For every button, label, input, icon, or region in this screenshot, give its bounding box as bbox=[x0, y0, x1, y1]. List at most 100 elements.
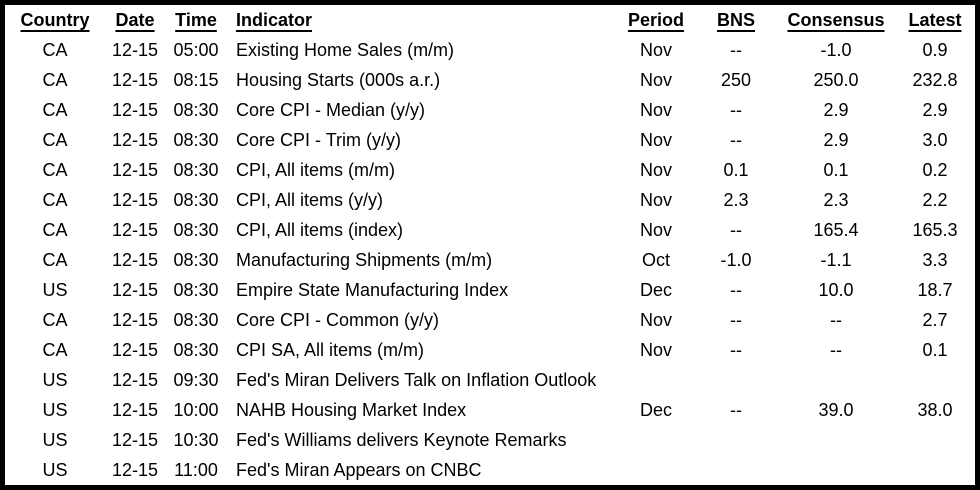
cell-period: Nov bbox=[639, 220, 672, 240]
cell-date: 12-15 bbox=[111, 340, 159, 360]
header-row: Country Date Time Indicator Period BNS Consens… bbox=[5, 5, 975, 35]
cell-bns bbox=[695, 365, 777, 395]
cell-latest: 2.7 bbox=[922, 310, 948, 330]
cell-latest: 165.3 bbox=[912, 220, 958, 240]
cell-date: 12-15 bbox=[111, 40, 159, 60]
cell-time: 08:15 bbox=[173, 70, 219, 90]
cell-time: 10:00 bbox=[173, 400, 219, 420]
table-row: US 12-15 09:30 Fed's Miran Delivers Talk on… bbox=[5, 365, 975, 395]
cell-latest: 3.0 bbox=[922, 130, 948, 150]
cell-period: Oct bbox=[641, 250, 670, 270]
cell-time: 09:30 bbox=[173, 370, 219, 390]
cell-date: 12-15 bbox=[111, 460, 159, 480]
cell-period: Nov bbox=[639, 100, 672, 120]
cell-consensus bbox=[777, 365, 895, 395]
cell-country: CA bbox=[42, 130, 68, 150]
column-header-country: Country bbox=[20, 10, 90, 30]
cell-date: 12-15 bbox=[111, 190, 159, 210]
cell-country: CA bbox=[42, 340, 68, 360]
table-row: CA 12-15 08:30 CPI, All items (y/y) Nov 2.3 2.… bbox=[5, 185, 975, 215]
cell-country: CA bbox=[42, 190, 68, 210]
cell-consensus: 250.0 bbox=[813, 70, 859, 90]
cell-country: CA bbox=[42, 40, 68, 60]
table-row: CA 12-15 08:30 Core CPI - Common (y/y) Nov --… bbox=[5, 305, 975, 335]
cell-latest: 2.2 bbox=[922, 190, 948, 210]
cell-indicator: Core CPI - Trim (y/y) bbox=[236, 130, 401, 150]
cell-time: 08:30 bbox=[173, 130, 219, 150]
cell-consensus: 39.0 bbox=[818, 400, 854, 420]
cell-time: 11:00 bbox=[174, 460, 218, 480]
cell-consensus: 165.4 bbox=[813, 220, 859, 240]
cell-latest: 232.8 bbox=[912, 70, 958, 90]
cell-date: 12-15 bbox=[111, 310, 159, 330]
cell-period: Nov bbox=[639, 310, 672, 330]
cell-date: 12-15 bbox=[111, 280, 159, 300]
cell-period bbox=[617, 425, 695, 455]
cell-consensus: -1.1 bbox=[820, 250, 852, 270]
table-header: Country Date Time Indicator Period BNS Consens… bbox=[5, 5, 975, 35]
cell-period: Nov bbox=[639, 40, 672, 60]
cell-bns bbox=[695, 455, 777, 485]
cell-latest bbox=[895, 455, 975, 485]
cell-indicator: Fed's Miran Appears on CNBC bbox=[236, 460, 482, 480]
table-body: CA 12-15 05:00 Existing Home Sales (m/m) Nov… bbox=[5, 35, 975, 485]
table-row: CA 12-15 08:30 CPI, All items (m/m) Nov 0.1 0.… bbox=[5, 155, 975, 185]
cell-indicator: CPI, All items (index) bbox=[236, 220, 404, 240]
cell-indicator: Fed's Williams delivers Keynote Remarks bbox=[236, 430, 567, 450]
cell-period: Nov bbox=[639, 130, 672, 150]
cell-date: 12-15 bbox=[111, 130, 159, 150]
cell-date: 12-15 bbox=[111, 100, 159, 120]
cell-period: Nov bbox=[639, 340, 672, 360]
table-row: CA 12-15 08:30 CPI SA, All items (m/m) Nov --… bbox=[5, 335, 975, 365]
cell-indicator: Existing Home Sales (m/m) bbox=[236, 40, 455, 60]
cell-consensus: 0.1 bbox=[823, 160, 849, 180]
cell-country: US bbox=[42, 400, 68, 420]
table-row: CA 12-15 05:00 Existing Home Sales (m/m) Nov… bbox=[5, 35, 975, 65]
cell-period: Nov bbox=[639, 70, 672, 90]
cell-consensus: 10.0 bbox=[818, 280, 854, 300]
cell-time: 08:30 bbox=[173, 190, 219, 210]
cell-country: US bbox=[42, 430, 68, 450]
cell-date: 12-15 bbox=[111, 400, 159, 420]
cell-country: CA bbox=[42, 100, 68, 120]
cell-period bbox=[617, 455, 695, 485]
cell-bns: -- bbox=[730, 400, 742, 420]
column-header-consensus: Consensus bbox=[787, 10, 885, 30]
cell-period: Dec bbox=[639, 280, 672, 300]
cell-bns bbox=[695, 425, 777, 455]
cell-indicator: Core CPI - Median (y/y) bbox=[236, 100, 426, 120]
cell-consensus: 2.9 bbox=[823, 100, 849, 120]
table-row: US 12-15 11:00 Fed's Miran Appears on CNBC bbox=[5, 455, 975, 485]
table-row: US 12-15 10:00 NAHB Housing Market Index Dec… bbox=[5, 395, 975, 425]
cell-indicator: CPI, All items (m/m) bbox=[236, 160, 396, 180]
table-row: CA 12-15 08:30 CPI, All items (index) Nov -- 1… bbox=[5, 215, 975, 245]
table-row: CA 12-15 08:30 Core CPI - Trim (y/y) Nov -- 2.… bbox=[5, 125, 975, 155]
cell-latest bbox=[895, 365, 975, 395]
cell-bns: -- bbox=[730, 100, 742, 120]
cell-period: Dec bbox=[639, 400, 672, 420]
cell-bns: 250 bbox=[720, 70, 752, 90]
cell-country: CA bbox=[42, 70, 68, 90]
cell-consensus: -1.0 bbox=[820, 40, 852, 60]
cell-period: Nov bbox=[639, 160, 672, 180]
cell-country: CA bbox=[42, 160, 68, 180]
cell-latest: 3.3 bbox=[922, 250, 948, 270]
cell-bns: -- bbox=[730, 130, 742, 150]
cell-consensus: 2.9 bbox=[823, 130, 849, 150]
cell-date: 12-15 bbox=[111, 220, 159, 240]
cell-indicator: CPI SA, All items (m/m) bbox=[236, 340, 425, 360]
cell-latest: 18.7 bbox=[917, 280, 953, 300]
cell-time: 08:30 bbox=[173, 160, 219, 180]
calendar-table: Country Date Time Indicator Period BNS Consens… bbox=[5, 5, 975, 485]
cell-indicator: Core CPI - Common (y/y) bbox=[236, 310, 440, 330]
cell-period: Nov bbox=[639, 190, 672, 210]
column-header-date: Date bbox=[115, 10, 155, 30]
cell-country: US bbox=[42, 280, 68, 300]
cell-bns: 2.3 bbox=[723, 190, 749, 210]
cell-latest bbox=[895, 425, 975, 455]
cell-bns: -- bbox=[730, 340, 742, 360]
cell-consensus: -- bbox=[830, 310, 842, 330]
cell-date: 12-15 bbox=[111, 370, 159, 390]
column-header-period: Period bbox=[627, 10, 684, 30]
cell-time: 08:30 bbox=[173, 310, 219, 330]
